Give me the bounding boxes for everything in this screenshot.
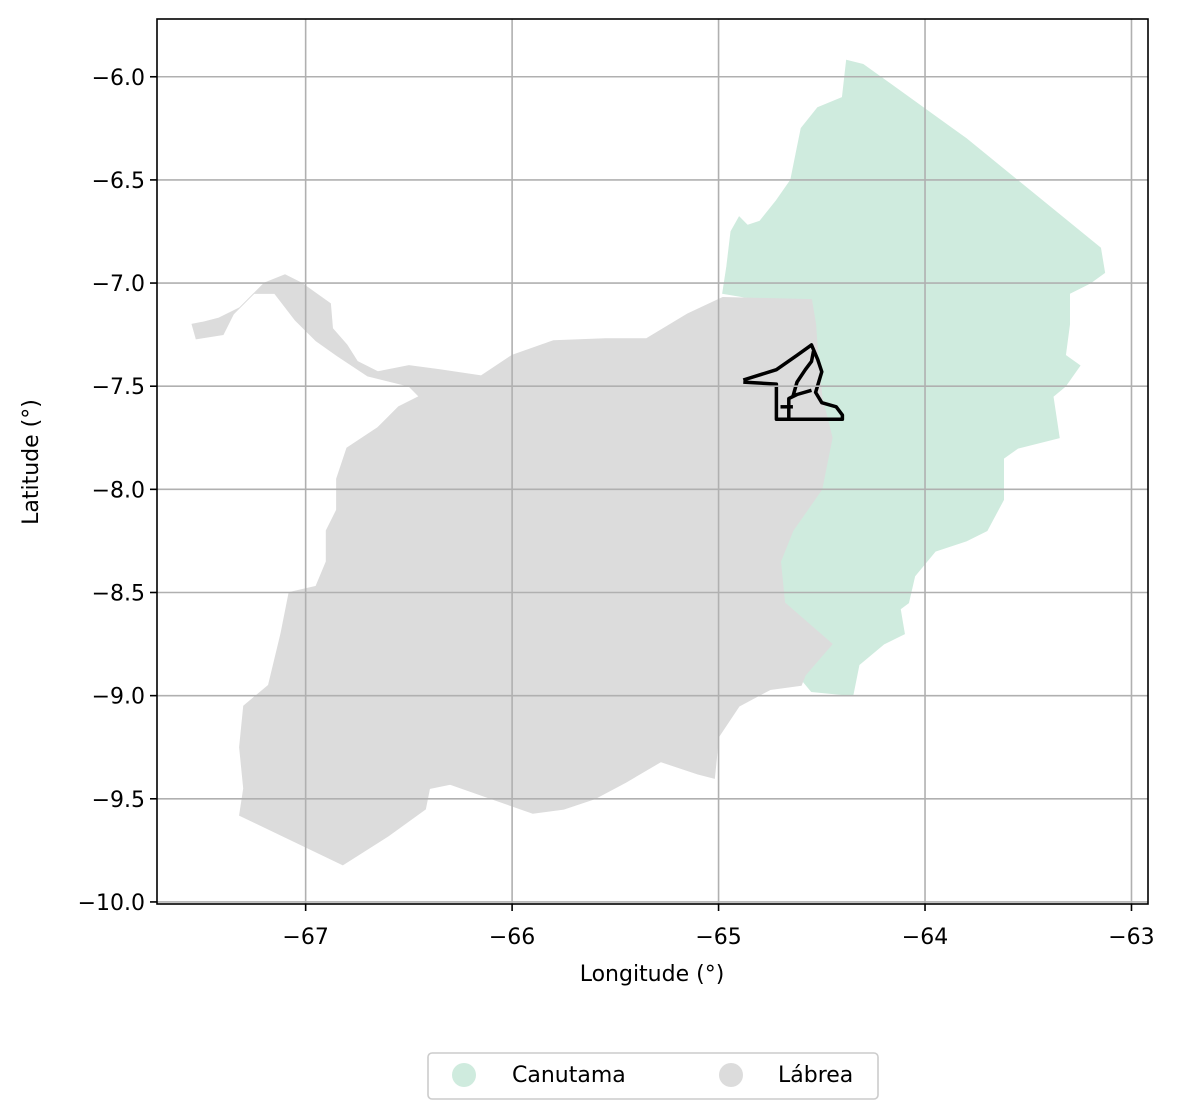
y-tick-label: −10.0 (78, 891, 145, 916)
axis-ticks: −67 −66 −65 −64 −63 −6.0 −6.5 −7.0 −7.5 −8.0 −8.5 −… (78, 66, 1155, 950)
y-tick-label: −7.0 (92, 272, 145, 297)
x-tick-label: −66 (489, 925, 535, 950)
region-canutama (722, 59, 1106, 697)
y-tick-label: −8.5 (92, 581, 145, 606)
plot-frame (156, 18, 1149, 905)
legend: Canutama Lábrea (427, 1052, 879, 1100)
legend-label-canutama: Canutama (512, 1063, 626, 1088)
x-tick-label: −65 (695, 925, 741, 950)
outline-segment-2 (787, 388, 812, 420)
x-tick-label: −67 (282, 925, 328, 950)
y-tick-label: −6.0 (92, 66, 145, 91)
y-tick-label: −8.0 (92, 478, 145, 503)
y-tick-label: −7.5 (92, 375, 145, 400)
legend-box (427, 1052, 879, 1100)
legend-marker-canutama (452, 1063, 476, 1087)
x-tick-label: −64 (902, 925, 948, 950)
legend-label-labrea: Lábrea (778, 1063, 853, 1088)
x-axis-label: Longitude (°) (580, 962, 725, 987)
gridlines (157, 19, 1148, 904)
y-tick-label: −6.5 (92, 169, 145, 194)
x-tick-label: −63 (1108, 925, 1154, 950)
legend-marker-labrea (719, 1063, 743, 1087)
y-tick-label: −9.5 (92, 788, 145, 813)
y-tick-label: −9.0 (92, 685, 145, 710)
y-axis-label: Latitude (°) (19, 399, 44, 525)
